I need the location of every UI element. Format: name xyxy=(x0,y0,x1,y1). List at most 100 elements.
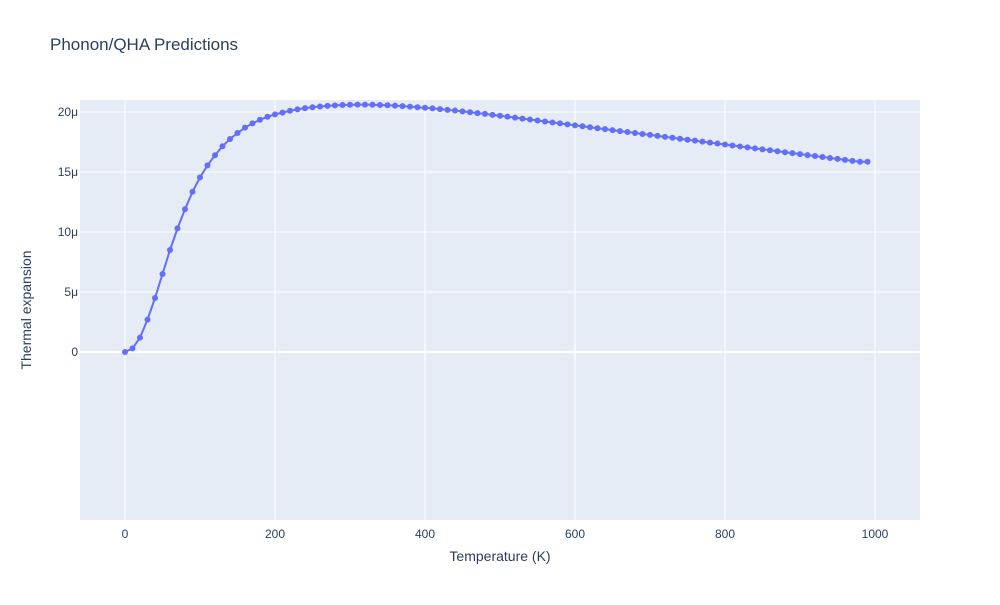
data-point xyxy=(624,129,631,136)
data-point xyxy=(167,247,173,253)
data-point xyxy=(767,147,773,154)
y-tick-label: 5μ xyxy=(64,285,78,299)
data-point xyxy=(504,113,511,120)
data-point xyxy=(617,128,623,135)
data-point xyxy=(804,152,811,159)
data-point xyxy=(632,130,638,136)
data-point xyxy=(324,102,331,109)
data-point xyxy=(797,151,803,158)
data-point xyxy=(339,102,346,109)
x-tick-label: 800 xyxy=(715,527,735,541)
y-tick-labels: 0 5μ 10μ 15μ 20μ xyxy=(58,105,79,359)
data-point xyxy=(602,126,608,133)
data-point xyxy=(759,146,766,153)
data-point xyxy=(752,145,758,152)
data-point xyxy=(654,132,661,139)
data-point xyxy=(414,104,421,111)
data-point xyxy=(377,102,383,109)
data-point xyxy=(437,106,443,113)
data-point xyxy=(234,130,241,136)
data-point xyxy=(587,124,593,131)
data-point xyxy=(744,144,751,151)
series-layer xyxy=(122,101,871,355)
data-point xyxy=(279,109,286,116)
data-point xyxy=(384,102,391,109)
data-point xyxy=(774,148,781,155)
data-point xyxy=(692,137,698,144)
data-point xyxy=(662,133,668,140)
data-point xyxy=(842,156,848,163)
data-point xyxy=(579,123,586,130)
series-line xyxy=(124,103,868,353)
data-point xyxy=(707,139,713,146)
data-point xyxy=(347,101,353,108)
data-point xyxy=(272,111,278,118)
data-point xyxy=(257,116,263,123)
data-point xyxy=(159,271,166,277)
y-gridlines xyxy=(80,111,920,353)
data-point xyxy=(122,349,128,355)
data-point xyxy=(722,141,728,148)
data-point xyxy=(219,143,226,150)
data-point xyxy=(197,174,203,181)
data-point xyxy=(669,134,676,141)
data-point xyxy=(572,122,578,129)
data-point xyxy=(309,104,316,111)
data-point xyxy=(264,113,271,120)
data-point xyxy=(459,108,466,115)
data-point xyxy=(294,106,301,113)
data-point xyxy=(849,157,856,164)
x-tick-label: 600 xyxy=(565,527,585,541)
data-point xyxy=(467,109,473,116)
data-point xyxy=(714,140,721,147)
data-point xyxy=(729,142,736,149)
data-point xyxy=(474,110,481,117)
y-axis-title: Thermal expansion xyxy=(18,250,34,369)
x-axis-title: Temperature (K) xyxy=(449,548,550,564)
data-point xyxy=(182,206,188,213)
data-point xyxy=(564,121,571,128)
data-point xyxy=(819,154,826,160)
data-point xyxy=(189,188,196,195)
data-point xyxy=(362,101,368,108)
x-tick-labels: 0 200 400 600 800 1000 xyxy=(122,527,889,541)
data-point xyxy=(227,136,233,142)
data-point xyxy=(609,127,616,134)
data-point xyxy=(452,107,458,114)
data-point xyxy=(789,150,796,157)
data-point xyxy=(827,154,833,161)
data-point xyxy=(639,130,646,137)
data-point xyxy=(422,104,428,111)
data-point xyxy=(497,112,503,119)
x-gridlines xyxy=(124,100,876,520)
data-point xyxy=(782,149,788,156)
data-point xyxy=(429,105,436,112)
data-point xyxy=(677,135,683,142)
data-point xyxy=(249,120,256,127)
x-tick-label: 200 xyxy=(265,527,285,541)
data-point xyxy=(534,117,541,124)
data-point xyxy=(369,101,376,108)
x-tick-label: 1000 xyxy=(862,527,889,541)
data-point xyxy=(212,152,218,159)
data-point xyxy=(857,158,863,165)
data-point xyxy=(332,102,338,109)
data-point xyxy=(407,103,413,110)
data-point xyxy=(317,103,323,110)
data-point xyxy=(242,124,248,131)
y-tick-label: 10μ xyxy=(58,225,78,239)
y-tick-label: 15μ xyxy=(58,165,78,179)
data-point xyxy=(137,334,143,341)
x-tick-label: 400 xyxy=(415,527,435,541)
data-point xyxy=(354,101,361,108)
data-point xyxy=(647,131,653,138)
data-point xyxy=(557,120,563,127)
data-point xyxy=(302,105,308,112)
data-point xyxy=(542,118,548,125)
data-point xyxy=(204,162,211,169)
data-point xyxy=(129,345,136,352)
data-point xyxy=(152,295,158,301)
data-point xyxy=(549,119,556,126)
